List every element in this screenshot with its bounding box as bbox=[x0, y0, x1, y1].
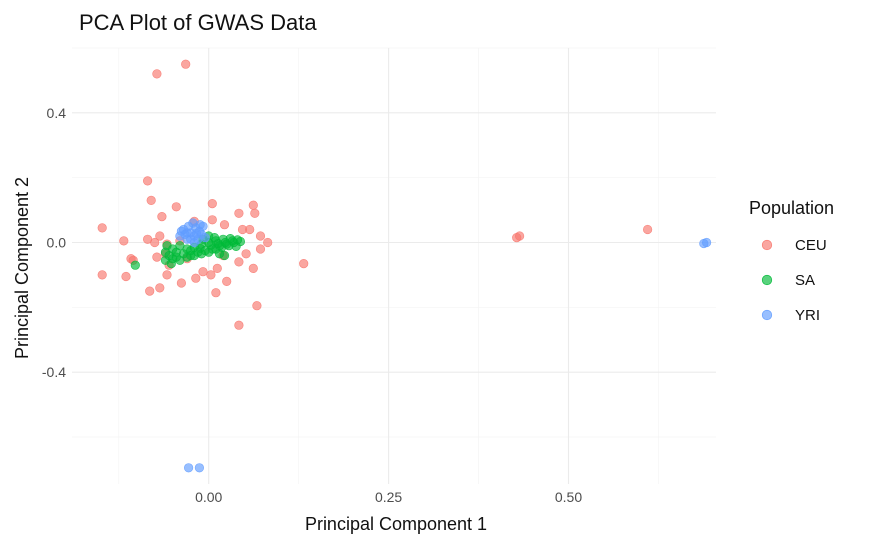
data-point-ceu bbox=[198, 267, 208, 277]
data-point-ceu bbox=[157, 212, 167, 222]
data-point-ceu bbox=[97, 223, 107, 233]
data-point-sa bbox=[130, 260, 140, 270]
y-axis-title: Principal Component 2 bbox=[12, 177, 32, 359]
data-point-ceu bbox=[119, 236, 129, 246]
data-point-ceu bbox=[207, 199, 217, 209]
series-yri bbox=[175, 218, 712, 473]
data-point-ceu bbox=[145, 286, 155, 296]
chart-title: PCA Plot of GWAS Data bbox=[79, 10, 317, 35]
data-point-yri bbox=[200, 233, 210, 243]
legend-item-sa: SA bbox=[761, 272, 815, 289]
data-point-sa bbox=[171, 247, 181, 257]
data-point-ceu bbox=[219, 220, 230, 230]
data-point-ceu bbox=[121, 271, 131, 282]
data-point-ceu bbox=[234, 320, 244, 330]
data-point-ceu bbox=[162, 270, 172, 280]
data-point-ceu bbox=[642, 224, 653, 235]
legend-marker bbox=[761, 309, 773, 321]
y-tick-label: -0.4 bbox=[42, 364, 66, 380]
data-point-yri bbox=[195, 220, 205, 230]
legend-title: Population bbox=[749, 198, 834, 218]
x-tick-label: 0.00 bbox=[195, 489, 222, 505]
legend-marker bbox=[761, 239, 773, 251]
data-point-sa bbox=[166, 259, 176, 269]
data-point-ceu bbox=[191, 273, 201, 283]
data-point-yri bbox=[191, 228, 202, 238]
data-point-ceu bbox=[212, 263, 222, 274]
data-point-ceu bbox=[143, 176, 153, 186]
data-point-ceu bbox=[152, 69, 162, 79]
data-point-ceu bbox=[252, 301, 262, 311]
data-point-ceu bbox=[181, 59, 191, 69]
data-point-ceu bbox=[241, 249, 251, 259]
legend-items: CEU SA YRI bbox=[761, 237, 827, 324]
x-tick-label: 0.50 bbox=[555, 489, 582, 505]
data-point-sa bbox=[231, 241, 241, 251]
data-point-ceu bbox=[248, 200, 258, 210]
data-point-ceu bbox=[155, 231, 165, 241]
x-axis-title: Principal Component 1 bbox=[305, 514, 487, 534]
data-point-ceu bbox=[206, 270, 216, 280]
data-point-sa bbox=[186, 246, 196, 256]
y-tick-label: 0.4 bbox=[47, 105, 67, 121]
data-point-ceu bbox=[250, 208, 260, 218]
data-point-ceu bbox=[152, 252, 162, 262]
data-point-ceu bbox=[207, 215, 217, 225]
data-point-sa bbox=[195, 243, 205, 253]
data-point-ceu bbox=[211, 288, 221, 298]
data-point-ceu bbox=[248, 263, 258, 274]
data-point-ceu bbox=[234, 257, 244, 267]
legend-label: CEU bbox=[795, 237, 827, 254]
data-point-ceu bbox=[146, 195, 156, 205]
legend-marker bbox=[761, 274, 773, 286]
data-point-ceu bbox=[234, 208, 244, 218]
x-tick-label: 0.25 bbox=[375, 489, 402, 505]
tick-labels: 0.00 0.25 0.50 -0.4 0.0 0.4 bbox=[42, 105, 582, 505]
data-point-ceu bbox=[155, 283, 165, 293]
legend-label: SA bbox=[795, 272, 815, 289]
data-point-sa bbox=[162, 241, 172, 251]
data-point-yri bbox=[180, 229, 190, 239]
data-point-ceu bbox=[299, 259, 309, 269]
data-point-ceu bbox=[176, 278, 186, 288]
legend: Population CEU SA YRI bbox=[749, 198, 834, 324]
data-point-yri bbox=[701, 237, 712, 248]
data-point-ceu bbox=[255, 244, 266, 254]
legend-label: YRI bbox=[795, 307, 820, 324]
data-points bbox=[97, 59, 712, 473]
data-point-ceu bbox=[263, 237, 273, 248]
data-point-yri bbox=[194, 463, 204, 473]
data-point-yri bbox=[184, 463, 194, 473]
y-tick-label: 0.0 bbox=[47, 234, 67, 250]
data-point-ceu bbox=[222, 276, 232, 287]
series-sa bbox=[130, 231, 245, 270]
data-point-ceu bbox=[150, 237, 160, 248]
data-point-ceu bbox=[97, 270, 107, 280]
data-point-ceu bbox=[514, 231, 525, 241]
legend-item-ceu: CEU bbox=[761, 237, 827, 254]
grid-lines bbox=[72, 47, 716, 484]
data-point-ceu bbox=[171, 202, 181, 212]
legend-item-yri: YRI bbox=[761, 307, 820, 324]
data-point-ceu bbox=[255, 231, 266, 241]
data-point-sa bbox=[219, 250, 230, 261]
data-point-ceu bbox=[245, 224, 255, 235]
